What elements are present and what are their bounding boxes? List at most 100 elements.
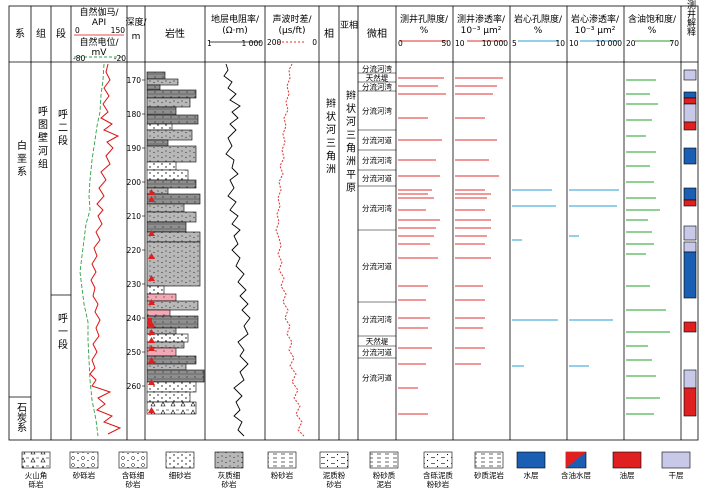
legend-swatch bbox=[423, 451, 453, 469]
sp-min: -80 bbox=[73, 54, 85, 63]
legend-label: 含砾细砂岩 bbox=[122, 470, 145, 489]
lithology-bed bbox=[146, 241, 201, 287]
sample-marker bbox=[148, 357, 155, 363]
microfacies-label: 分流河湾 bbox=[362, 64, 392, 74]
por-log-unit: % bbox=[420, 26, 429, 36]
legend-swatch bbox=[516, 451, 546, 469]
sample-marker bbox=[148, 318, 152, 328]
legend-label: 砂砾岩 bbox=[73, 470, 96, 480]
subfacies-title: 亚相 bbox=[340, 19, 358, 31]
interpretation-layer bbox=[683, 241, 697, 253]
legend-swatch bbox=[474, 451, 504, 469]
legend-label: 灰质细砂岩 bbox=[218, 470, 241, 489]
perm-log-unit: 10⁻³ μm² bbox=[461, 26, 502, 36]
microfacies-title: 微相 bbox=[367, 27, 387, 40]
depth-unit: m bbox=[132, 32, 141, 42]
por-log-max: 50 bbox=[441, 39, 451, 48]
legend-item: 火山角砾岩 bbox=[21, 451, 51, 489]
legend-item: 细砂岩 bbox=[165, 451, 195, 480]
legend-swatch bbox=[21, 451, 51, 469]
microfacies-label: 天然堤 bbox=[366, 73, 389, 83]
sat-min: 20 bbox=[626, 39, 636, 48]
depth-tick-label: 180 bbox=[127, 110, 142, 119]
member-lower: 呼 一 段 bbox=[56, 313, 68, 350]
gr-sp-track bbox=[79, 63, 122, 437]
facies-title: 相 bbox=[324, 27, 334, 40]
sample-marker bbox=[148, 299, 155, 305]
res-unit: (Ω·m) bbox=[222, 26, 248, 36]
microfacies-label: 分流河道 bbox=[362, 373, 392, 383]
lithology-bed bbox=[146, 211, 197, 223]
legend-swatch bbox=[267, 451, 297, 469]
facies-name: 辫 状 河 三 角 洲 bbox=[324, 97, 336, 174]
interpretation-layer bbox=[683, 387, 697, 417]
property-tracks bbox=[398, 77, 670, 415]
header-group: 组 bbox=[36, 27, 46, 40]
sample-marker bbox=[148, 407, 155, 413]
perm-log-max: 10 000 bbox=[482, 39, 508, 48]
legend-swatch bbox=[118, 451, 148, 469]
resistivity-curve bbox=[223, 63, 251, 437]
perm-log-title: 测井渗透率/ bbox=[457, 13, 506, 25]
acoustic-curve bbox=[275, 63, 305, 437]
gr-unit: API bbox=[92, 18, 106, 28]
microfacies-label: 分流河湾 bbox=[362, 203, 392, 213]
legend-label: 泥质粉砂岩 bbox=[323, 470, 346, 489]
lithology-bed bbox=[146, 89, 197, 99]
lithology-bed bbox=[146, 369, 205, 383]
sat-title: 含油饱和度/ bbox=[628, 13, 677, 25]
legend-swatch bbox=[165, 451, 195, 469]
interpretation-layer bbox=[683, 225, 697, 241]
legend-item: 砂砾岩 bbox=[69, 451, 99, 480]
legend-label: 细砂岩 bbox=[169, 470, 192, 480]
microfacies-label: 分流河湾 bbox=[362, 106, 392, 116]
legend-label: 砂质泥岩 bbox=[474, 470, 504, 480]
sat-unit: % bbox=[648, 26, 657, 36]
depth-tick-label: 210 bbox=[127, 212, 142, 221]
header-member: 段 bbox=[56, 27, 66, 40]
sample-marker bbox=[148, 337, 155, 343]
stratigraphy: 白 垩 系 石炭系 呼 图 壁 河 组 呼 二 段 呼 一 段 辫 状 河 三 … bbox=[15, 89, 356, 432]
gr-curve bbox=[89, 63, 122, 435]
lithology-bed bbox=[146, 203, 185, 213]
legend-item: 粉砂质泥岩 bbox=[369, 451, 399, 489]
depth-tick-label: 190 bbox=[127, 144, 142, 153]
sp-max: -20 bbox=[114, 54, 126, 63]
interpretation-layer bbox=[683, 321, 697, 333]
legend-label: 粉砂质泥岩 bbox=[373, 470, 396, 489]
sample-marker bbox=[148, 345, 155, 351]
lithology-bed bbox=[146, 179, 197, 189]
lithology-bed bbox=[146, 401, 197, 415]
sample-marker bbox=[148, 379, 155, 385]
interpretation-layer bbox=[683, 147, 697, 165]
legend-item: 干层 bbox=[661, 451, 691, 480]
perm-core-min: 10 bbox=[569, 39, 579, 48]
lithology-bed bbox=[146, 381, 197, 393]
microfacies-label: 分流河道 bbox=[362, 261, 392, 271]
subfacies-name: 辫 状 河 三 角 洲 平 原 bbox=[344, 89, 356, 192]
lithology-bed bbox=[146, 123, 173, 131]
header: 系 组 段 自然伽马/ API 0 150 自然电位/ mV -80 -20 深… bbox=[15, 0, 696, 63]
por-log-title: 测井孔隙度/ bbox=[400, 13, 449, 25]
interpretation-layer bbox=[683, 121, 697, 131]
depth-title: 深度/ bbox=[125, 16, 147, 28]
legend-item: 砂质泥岩 bbox=[474, 451, 504, 480]
legend-label: 含砾泥质粉砂岩 bbox=[423, 470, 453, 489]
legend-swatch bbox=[69, 451, 99, 469]
series-upper: 白 垩 系 bbox=[15, 139, 27, 177]
legend-item: 含油水层 bbox=[561, 451, 591, 480]
por-log-min: 0 bbox=[398, 39, 403, 48]
header-series: 系 bbox=[15, 28, 25, 40]
lithology-bed bbox=[146, 309, 171, 317]
depth-tick-label: 260 bbox=[127, 382, 142, 391]
microfacies-label: 分流河湾 bbox=[362, 155, 392, 165]
depth-tick-label: 240 bbox=[127, 314, 142, 323]
interpretation-layer bbox=[683, 251, 697, 299]
interpretation-layer bbox=[683, 369, 697, 389]
lithology-bed bbox=[146, 71, 166, 80]
sp-curve bbox=[79, 63, 105, 437]
sp-unit: mV bbox=[92, 48, 108, 58]
lithology-bed bbox=[146, 169, 189, 181]
res-min: 1 bbox=[207, 39, 212, 48]
legend-label: 火山角砾岩 bbox=[25, 470, 48, 489]
